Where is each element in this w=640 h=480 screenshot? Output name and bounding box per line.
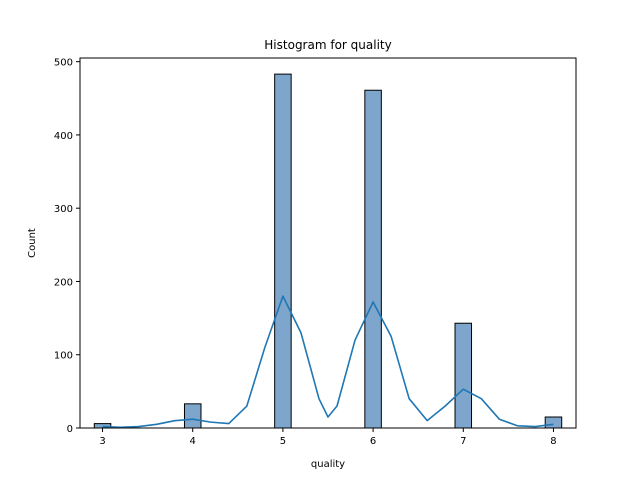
y-tick-label-400: 400	[54, 131, 73, 142]
y-tick-label-300: 300	[54, 204, 73, 215]
histogram-bar-7	[455, 323, 472, 428]
histogram-bar-5	[275, 74, 292, 428]
x-tick-label-8: 8	[550, 436, 556, 447]
x-axis-label: quality	[311, 459, 345, 470]
y-tick-label-200: 200	[54, 277, 73, 288]
y-tick-label-500: 500	[54, 58, 73, 69]
histogram-bar-4	[184, 404, 201, 428]
x-tick-label-3: 3	[99, 436, 105, 447]
x-tick-label-7: 7	[460, 436, 466, 447]
histogram-bar-8	[545, 417, 562, 428]
y-tick-label-0: 0	[67, 424, 73, 435]
x-tick-label-6: 6	[370, 436, 376, 447]
y-tick-label-100: 100	[54, 351, 73, 362]
histogram-bar-6	[365, 90, 382, 428]
y-axis-label: Count	[27, 228, 38, 258]
x-tick-label-4: 4	[190, 436, 196, 447]
chart-title: Histogram for quality	[264, 38, 391, 52]
x-tick-label-5: 5	[280, 436, 286, 447]
